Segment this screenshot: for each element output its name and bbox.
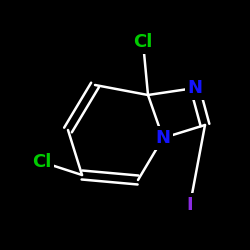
Text: N: N <box>188 79 202 97</box>
Text: I: I <box>187 196 193 214</box>
Text: Cl: Cl <box>32 153 52 171</box>
Text: Cl: Cl <box>133 33 153 51</box>
Text: N: N <box>156 129 170 147</box>
